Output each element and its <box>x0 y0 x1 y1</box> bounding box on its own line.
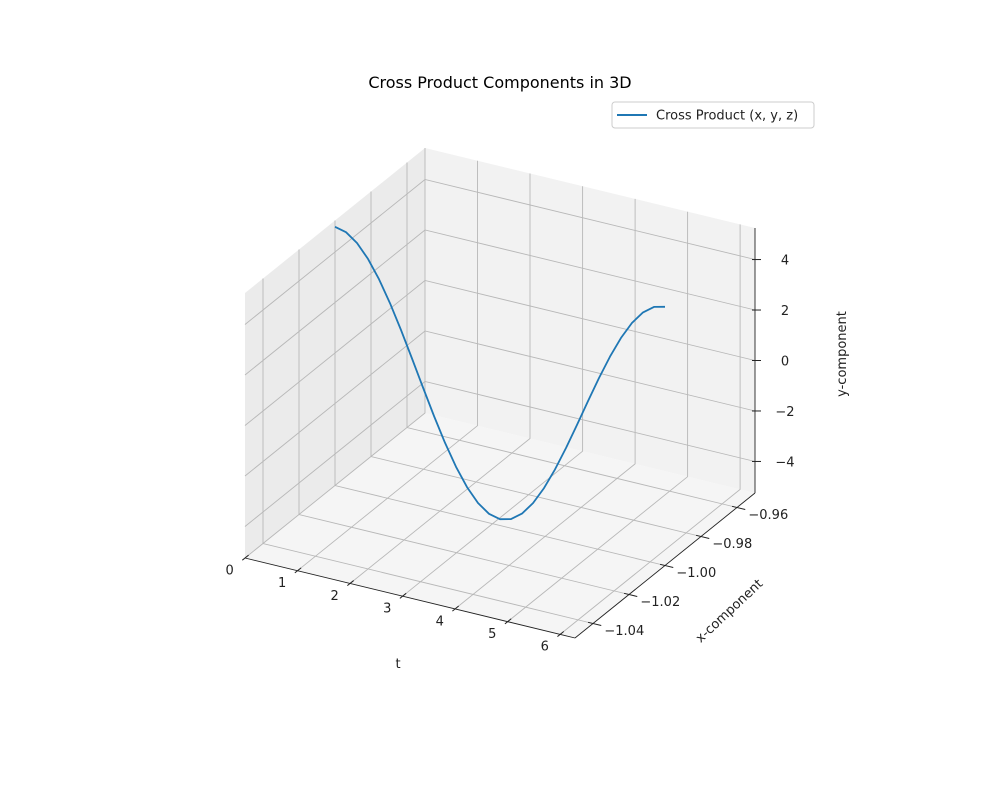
y-tick-label-1: −2 <box>775 405 794 420</box>
x-tick-label-0: −1.04 <box>604 624 644 639</box>
t-tick-4 <box>452 605 460 612</box>
y-component-axis-label: y-component <box>835 311 850 397</box>
legend-entry: Cross Product (x, y, z) <box>656 109 798 124</box>
t-gridline-1 <box>297 160 478 572</box>
y-tick-label-3: 2 <box>781 304 789 319</box>
t-gridline-2 <box>349 173 531 584</box>
x-gridline-4 <box>406 162 738 508</box>
t-tick-6 <box>557 631 565 637</box>
series-layer <box>334 225 666 521</box>
x-gridline-2 <box>334 220 666 566</box>
x-tick-label-2: −1.00 <box>676 566 716 581</box>
x-gridline-3 <box>370 191 702 537</box>
x-tick-4 <box>731 505 746 510</box>
x-tick-label-1: −1.02 <box>640 595 680 610</box>
x-tick-label-4: −0.96 <box>748 508 788 523</box>
t-tick-5 <box>504 618 512 625</box>
t-axis-line <box>244 557 576 639</box>
y-gridline-0 <box>244 381 756 527</box>
grid-lines <box>244 148 756 635</box>
chart-title: Cross Product Components in 3D <box>368 73 631 92</box>
series-line-0 <box>334 225 666 521</box>
t-tick-3 <box>399 592 407 599</box>
t-tick-2 <box>347 580 354 587</box>
y-gridline-4 <box>244 179 756 325</box>
t-tick-label-5: 5 <box>488 627 496 642</box>
t-gridline-3 <box>402 186 584 597</box>
x-gridline-1 <box>298 249 630 595</box>
x-tick-0 <box>587 621 602 626</box>
x-tick-1 <box>623 592 638 597</box>
y-tick-label-0: −4 <box>775 456 794 471</box>
y-gridline-3 <box>244 229 756 376</box>
t-gridline-0 <box>244 148 426 559</box>
x-tick-2 <box>659 563 674 568</box>
legend-box <box>611 101 815 129</box>
y-gridline-2 <box>244 280 756 426</box>
t-gridline-6 <box>559 224 741 635</box>
legend: Cross Product (x, y, z) <box>611 101 815 129</box>
t-tick-0 <box>241 554 249 561</box>
y-gridline-1 <box>244 330 756 477</box>
y-tick-label-4: 4 <box>781 254 789 269</box>
t-gridline-4 <box>454 198 636 610</box>
axis-ticks: 0 1 2 3 4 5 6 −1.04 −1.02 −1.00 −0.98 −0.96 −4 −2 0 2 4 <box>226 254 795 655</box>
t-tick-label-3: 3 <box>383 602 391 617</box>
t-tick-label-6: 6 <box>541 640 549 655</box>
t-axis-label: t <box>395 657 400 672</box>
t-tick-1 <box>294 567 302 574</box>
t-tick-label-0: 0 <box>226 563 234 578</box>
axes-panes <box>245 148 755 638</box>
y-tick-label-2: 0 <box>781 355 789 370</box>
x-tick-3 <box>695 534 710 539</box>
x-tick-label-3: −0.98 <box>712 537 752 552</box>
t-tick-label-1: 1 <box>278 576 286 591</box>
t-tick-label-2: 2 <box>331 589 339 604</box>
x-component-axis-label: x-component <box>693 577 766 647</box>
x-gridline-0 <box>262 278 594 624</box>
t-tick-label-4: 4 <box>436 614 444 629</box>
t-gridline-5 <box>507 211 689 623</box>
